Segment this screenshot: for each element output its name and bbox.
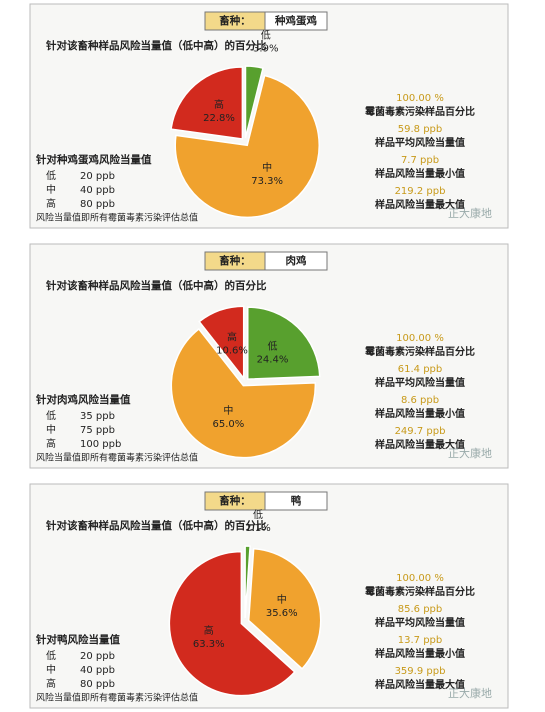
threshold-level: 低 (46, 409, 56, 422)
stat-label: 样品风险当量最小值 (375, 167, 465, 180)
header-value: 鸭 (291, 494, 302, 507)
threshold-value: 40 ppb (80, 185, 115, 196)
slice-category: 低 (267, 339, 277, 352)
stat-value: 7.7 ppb (401, 155, 439, 166)
stat-value: 249.7 ppb (395, 426, 446, 437)
slice-category: 低 (253, 508, 263, 521)
threshold-level: 中 (46, 663, 56, 676)
header-value: 肉鸡 (286, 254, 307, 267)
pie-slice (174, 74, 320, 218)
threshold-level: 高 (46, 677, 56, 690)
threshold-level: 低 (46, 649, 56, 662)
slice-category: 高 (204, 624, 214, 637)
threshold-level: 中 (46, 423, 56, 436)
stat-value: 8.6 ppb (401, 395, 439, 406)
stat-label: 霉菌毒素污染样品百分比 (365, 345, 475, 358)
pie-slice (170, 66, 244, 140)
stat-value: 85.6 ppb (398, 604, 443, 615)
watermark: 正大康地 (448, 206, 492, 220)
slice-category: 中 (223, 404, 233, 417)
note: 风险当量值即所有霉菌毒素污染评估总值 (36, 692, 198, 704)
stat-label: 霉菌毒素污染样品百分比 (365, 105, 475, 118)
threshold-value: 20 ppb (80, 171, 115, 182)
threshold-value: 35 ppb (80, 411, 115, 422)
stat-label: 样品风险当量最大值 (375, 198, 465, 211)
slice-label: 10.6% (216, 346, 248, 357)
threshold-level: 低 (46, 169, 56, 182)
threshold-value: 80 ppb (80, 199, 115, 210)
slice-category: 高 (214, 98, 224, 111)
stat-value: 61.4 ppb (398, 364, 443, 375)
note: 风险当量值即所有霉菌毒素污染评估总值 (36, 212, 198, 224)
stat-label: 样品平均风险当量值 (375, 136, 465, 149)
pie-slice (244, 65, 264, 139)
slice-label: 1.1% (245, 523, 270, 534)
slice-label: 22.8% (203, 113, 235, 124)
header-label: 畜种： (219, 254, 251, 267)
slice-label: 63.3% (193, 639, 225, 650)
header-value-cell (264, 11, 328, 31)
pie-slice (247, 547, 322, 670)
chart-title: 针对该畜种样品风险当量值（低中高）的百分比 (45, 519, 267, 532)
stat-value: 219.2 ppb (395, 186, 446, 197)
slice-label: 24.4% (257, 354, 289, 365)
panel: 畜种： 肉鸡针对该畜种样品风险当量值（低中高）的百分比低24.4%中65.0%高1… (29, 243, 509, 469)
watermark: 正大康地 (448, 686, 492, 700)
stat-value: 100.00 % (396, 573, 444, 584)
stat-value: 59.8 ppb (398, 124, 443, 135)
stat-label: 霉菌毒素污染样品百分比 (365, 585, 475, 598)
legend-title: 针对种鸡蛋鸡风险当量值 (35, 153, 152, 166)
slice-category: 高 (227, 331, 237, 344)
header-value: 种鸡蛋鸡 (274, 14, 317, 27)
header-label: 畜种： (219, 494, 251, 507)
slice-label: 35.6% (266, 608, 298, 619)
slice-category: 中 (277, 593, 287, 606)
slice-label: 65.0% (212, 419, 244, 430)
slice-label: 73.3% (251, 176, 283, 187)
threshold-level: 中 (46, 183, 56, 196)
legend-title: 针对肉鸡风险当量值 (35, 393, 131, 406)
threshold-value: 40 ppb (80, 665, 115, 676)
pie-slice (247, 306, 321, 380)
watermark: 正大康地 (448, 446, 492, 460)
pie-slice (198, 305, 245, 381)
stat-label: 样品风险当量最小值 (375, 647, 465, 660)
threshold-value: 100 ppb (80, 439, 121, 450)
chart-title: 针对该畜种样品风险当量值（低中高）的百分比 (45, 279, 267, 292)
slice-label: 3.9% (253, 44, 278, 55)
pie-slice (168, 550, 296, 697)
legend-title: 针对鸭风险当量值 (35, 633, 120, 646)
header-value-cell (264, 491, 328, 511)
threshold-value: 20 ppb (80, 651, 115, 662)
stat-value: 100.00 % (396, 333, 444, 344)
stat-label: 样品风险当量最大值 (375, 678, 465, 691)
threshold-value: 80 ppb (80, 679, 115, 690)
threshold-value: 75 ppb (80, 425, 115, 436)
threshold-level: 高 (46, 197, 56, 210)
pie-slice (170, 327, 317, 459)
stat-value: 13.7 ppb (398, 635, 443, 646)
stat-label: 样品风险当量最大值 (375, 438, 465, 451)
stat-value: 359.9 ppb (395, 666, 446, 677)
stat-label: 样品平均风险当量值 (375, 616, 465, 629)
stat-value: 100.00 % (396, 93, 444, 104)
header-label: 畜种： (219, 14, 251, 27)
slice-category: 中 (262, 161, 272, 174)
stat-label: 样品风险当量最小值 (375, 407, 465, 420)
pie-slice (244, 545, 251, 619)
slice-category: 低 (261, 29, 271, 42)
chart-title: 针对该畜种样品风险当量值（低中高）的百分比 (45, 39, 267, 52)
header-value-cell (264, 251, 328, 271)
stat-label: 样品平均风险当量值 (375, 376, 465, 389)
threshold-level: 高 (46, 437, 56, 450)
note: 风险当量值即所有霉菌毒素污染评估总值 (36, 452, 198, 464)
